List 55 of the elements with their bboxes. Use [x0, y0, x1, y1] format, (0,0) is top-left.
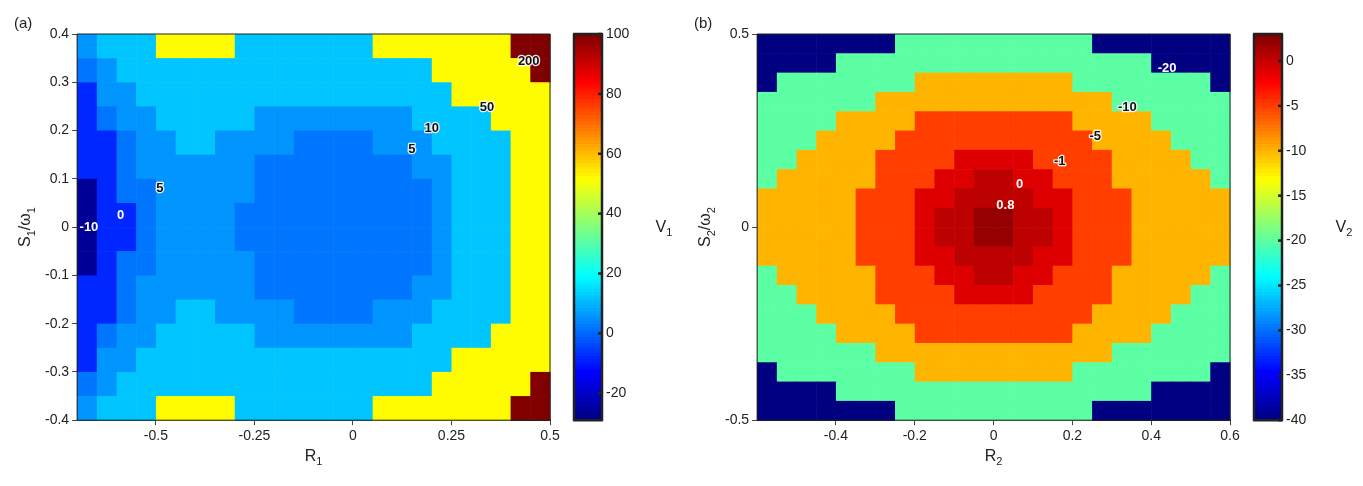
x-tick-label: 0: [989, 427, 998, 444]
annotation: 0.8: [996, 197, 1015, 213]
annotation: 5: [156, 180, 164, 196]
color-bar-label: -5: [1286, 96, 1299, 113]
annotation: 5: [408, 141, 416, 157]
color-bar-label: 60: [606, 144, 622, 161]
y-tick-label: 0.5: [729, 24, 750, 41]
color-bar-label: 0: [1286, 51, 1294, 68]
color-bar-label: 100: [606, 24, 630, 41]
color-bar-label: -15: [1286, 186, 1307, 203]
annotation: -10: [79, 218, 99, 234]
x-tick-label: 0.4: [1141, 427, 1162, 444]
color-bar-label: 80: [606, 84, 622, 101]
color-bar-label: -40: [1286, 411, 1307, 428]
color-bar-label: 40: [606, 204, 622, 221]
y-tick-label: -0.1: [45, 266, 70, 283]
color-bar-label: -20: [606, 384, 627, 401]
annotation: 0: [1015, 176, 1024, 192]
y-tick-label: -0.5: [725, 411, 750, 428]
x-tick-label: 0.6: [1220, 427, 1240, 444]
y-tick-label: -0.2: [45, 314, 70, 331]
annotation: -20: [1157, 60, 1177, 76]
x-tick-label: 0: [349, 427, 358, 444]
annotation: 0: [117, 207, 125, 223]
chart-title: (a): [14, 14, 33, 32]
x-tick-label: -0.5: [143, 427, 169, 444]
chart-title: (b): [694, 14, 713, 32]
annotation: -1: [1053, 153, 1066, 169]
y-tick-label: -0.3: [45, 362, 70, 379]
y-tick-label: 0: [741, 217, 750, 234]
annotation: -10: [1117, 98, 1137, 114]
annotation: -5: [1089, 127, 1102, 143]
color-bar-label: -10: [1286, 141, 1307, 158]
x-tick-label: -0.4: [823, 427, 849, 444]
y-axis-title: S2/ω2: [696, 207, 717, 248]
annotation: 200: [517, 52, 540, 68]
color-bar-label: 20: [606, 264, 622, 281]
x-tick-label: -0.25: [238, 427, 271, 444]
x-tick-label: 0.5: [540, 427, 560, 444]
y-tick-label: 0.2: [49, 121, 70, 138]
x-tick-label: 0.25: [437, 427, 466, 444]
y-axis-title: S1/ω1: [16, 207, 37, 248]
x-tick-label: -0.2: [902, 427, 928, 444]
y-tick-label: 0.1: [49, 169, 70, 186]
y-tick-label: 0.4: [49, 24, 70, 41]
color-bar-label: -20: [1286, 231, 1307, 248]
color-bar-label: 0: [606, 324, 614, 341]
y-tick-label: 0.3: [49, 73, 70, 90]
x-tick-label: 0.2: [1062, 427, 1083, 444]
y-tick-label: 0: [61, 217, 70, 234]
annotation: 10: [424, 120, 440, 136]
color-bar-label: -25: [1286, 276, 1307, 293]
color-bar-label: -30: [1286, 321, 1307, 338]
y-tick-label: -0.4: [45, 411, 70, 428]
color-bar-label: -35: [1286, 366, 1307, 383]
